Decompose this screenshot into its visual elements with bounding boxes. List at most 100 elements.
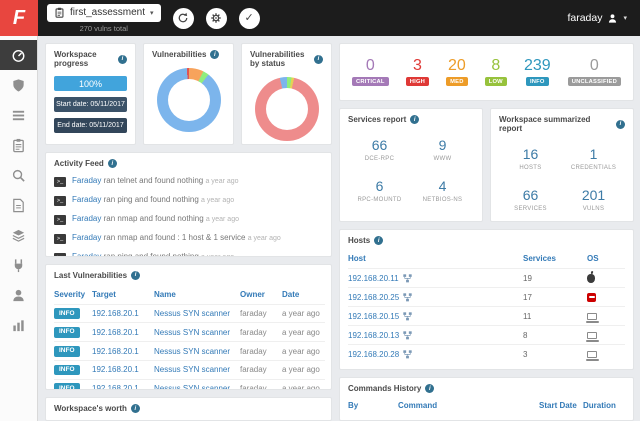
reports-row: Services report i 66 DCE-RPC 9 WWW 6 RPC…: [339, 108, 634, 222]
vuln-name-link[interactable]: Nessus SYN scanner: [154, 365, 231, 375]
settings-button[interactable]: [205, 7, 227, 29]
last-vulnerabilities-title: Last Vulnerabilities: [54, 270, 128, 280]
activity-feed-card: Activity Feed i >_ Faraday ran telnet an…: [45, 152, 332, 257]
bar-chart-icon: [13, 319, 24, 331]
column-header-target[interactable]: Target: [92, 289, 116, 299]
network-icon: [403, 311, 412, 320]
vulnerabilities-donut-title: Vulnerabilities: [152, 50, 207, 59]
card-title-row: Hosts i: [348, 236, 625, 245]
activity-user-link[interactable]: Faraday: [72, 233, 102, 242]
stat-label: WWW: [433, 156, 452, 162]
column-header-date[interactable]: Date: [282, 289, 300, 299]
progress-value: 100%: [54, 76, 127, 91]
vuln-name-link[interactable]: Nessus SYN scanner: [154, 384, 231, 390]
stat-cell: 1 CREDENTIALS: [562, 146, 625, 171]
workspace-selector[interactable]: first_assessment ▾: [47, 3, 161, 22]
confirm-button[interactable]: ✓: [238, 7, 260, 29]
activity-user-link[interactable]: Faraday: [72, 195, 102, 204]
severity-item: 3 HIGH: [405, 57, 430, 86]
status-donut-card: Vulnerabilities by status i: [241, 43, 332, 145]
column-header-duration[interactable]: Duration: [583, 401, 616, 410]
layers-icon: [12, 229, 25, 242]
column-header-host[interactable]: Host: [348, 254, 366, 263]
host-link[interactable]: 192.168.20.13: [348, 330, 400, 340]
faraday-logo[interactable]: F: [0, 0, 38, 36]
severity-count: 0: [589, 57, 599, 74]
stat-cell: 16 HOSTS: [499, 146, 562, 171]
host-services-count: 19: [523, 268, 587, 287]
sidebar-item-services[interactable]: [0, 130, 37, 160]
refresh-button[interactable]: [172, 7, 194, 29]
stat-value: 4: [438, 178, 447, 194]
start-date-button[interactable]: Start date: 05/11/2017: [54, 97, 127, 112]
topbar: F first_assessment ▾ 270 vulns total ✓ f…: [0, 0, 640, 36]
workspace-summary-card: Workspace summarized report i 16 HOSTS 1…: [490, 108, 634, 222]
vulnerabilities-donut[interactable]: [156, 68, 221, 132]
vuln-date: a year ago: [282, 378, 325, 389]
column-header-os[interactable]: OS: [587, 254, 599, 263]
host-link[interactable]: 192.168.20.15: [348, 311, 400, 321]
terminal-icon: >_: [54, 196, 66, 206]
severity-count: 3: [412, 57, 422, 74]
activity-feed-title: Activity Feed: [54, 159, 104, 168]
stat-value: 6: [375, 178, 384, 194]
sidebar-item-search[interactable]: [0, 160, 37, 190]
activity-item: >_ Faraday ran telnet and found nothing …: [54, 176, 323, 187]
activity-user-link[interactable]: Faraday: [72, 176, 102, 185]
workspace-name: first_assessment: [70, 7, 146, 18]
info-icon: i: [118, 54, 127, 64]
vuln-name-link[interactable]: Nessus SYN scanner: [154, 346, 231, 356]
sidebar-item-executive-report[interactable]: [0, 190, 37, 220]
column-header-command[interactable]: Command: [398, 401, 438, 410]
severity-badge: INFO: [54, 326, 80, 338]
column-header-start-date[interactable]: Start Date: [539, 401, 577, 410]
activity-user-link[interactable]: Faraday: [72, 214, 102, 223]
column-header-owner[interactable]: Owner: [240, 289, 265, 299]
sidebar-item-connectors[interactable]: [0, 250, 37, 280]
column-header-services[interactable]: Services: [523, 254, 556, 263]
vuln-name-link[interactable]: Nessus SYN scanner: [154, 327, 231, 337]
stat-value: 66: [371, 137, 388, 153]
sidebar-item-workspaces[interactable]: [0, 220, 37, 250]
terminal-icon: >_: [54, 215, 66, 225]
column-header-by[interactable]: By: [348, 401, 359, 410]
stat-cell: 4 NETBIOS-NS: [411, 178, 474, 203]
workspace-worth-card: Workspace's worth i: [45, 397, 332, 421]
stat-value: 9: [438, 137, 447, 153]
vuln-target-link[interactable]: 192.168.20.1: [92, 309, 139, 319]
network-icon: [403, 292, 412, 301]
redhat-os-icon: [587, 292, 596, 302]
vuln-target-link[interactable]: 192.168.20.1: [92, 327, 139, 337]
host-link[interactable]: 192.168.20.11: [348, 273, 399, 283]
services-report-grid: 66 DCE-RPC 9 WWW 6 RPC-MOUNTD 4 NETBIOS-…: [348, 137, 474, 203]
severity-badge: INFO: [54, 308, 80, 319]
column-header-severity[interactable]: Severity: [54, 289, 86, 299]
commands-history-card: Commands History i By Command Start Date…: [339, 377, 634, 421]
chevron-down-icon: ▾: [150, 9, 154, 17]
vuln-target-link[interactable]: 192.168.20.1: [92, 384, 139, 390]
severity-count: 0: [365, 57, 375, 74]
vuln-name-link[interactable]: Nessus SYN scanner: [154, 309, 231, 319]
severity-summary-card: 0 CRITICAL 3 HIGH 20 MED 8 LOW 239 INFO …: [339, 43, 634, 101]
column-header-name[interactable]: Name: [154, 289, 176, 299]
status-donut[interactable]: [254, 77, 319, 141]
severity-label: UNCLASSIFIED: [567, 77, 621, 86]
vuln-date: a year ago: [282, 303, 325, 323]
vuln-target-link[interactable]: 192.168.20.1: [92, 346, 139, 356]
sidebar-item-hosts[interactable]: [0, 100, 37, 130]
sidebar-item-users[interactable]: [0, 280, 37, 310]
vuln-target-link[interactable]: 192.168.20.1: [92, 365, 139, 375]
severity-count: 8: [491, 57, 501, 74]
severity-count: 20: [447, 57, 466, 74]
sidebar-item-vulnerabilities[interactable]: [0, 70, 37, 100]
user-menu[interactable]: faraday ▾: [567, 12, 627, 24]
sidebar-item-analytics[interactable]: [0, 310, 37, 340]
host-link[interactable]: 192.168.20.25: [348, 292, 400, 302]
clipboard-list-icon: [13, 138, 24, 152]
activity-time: a year ago: [205, 216, 239, 223]
host-link[interactable]: 192.168.20.28: [348, 349, 400, 359]
end-date-button[interactable]: End date: 05/11/2017: [54, 118, 127, 133]
user-icon: [13, 289, 24, 301]
sidebar-item-dashboard[interactable]: [0, 40, 37, 70]
activity-user-link[interactable]: Faraday: [72, 252, 102, 257]
